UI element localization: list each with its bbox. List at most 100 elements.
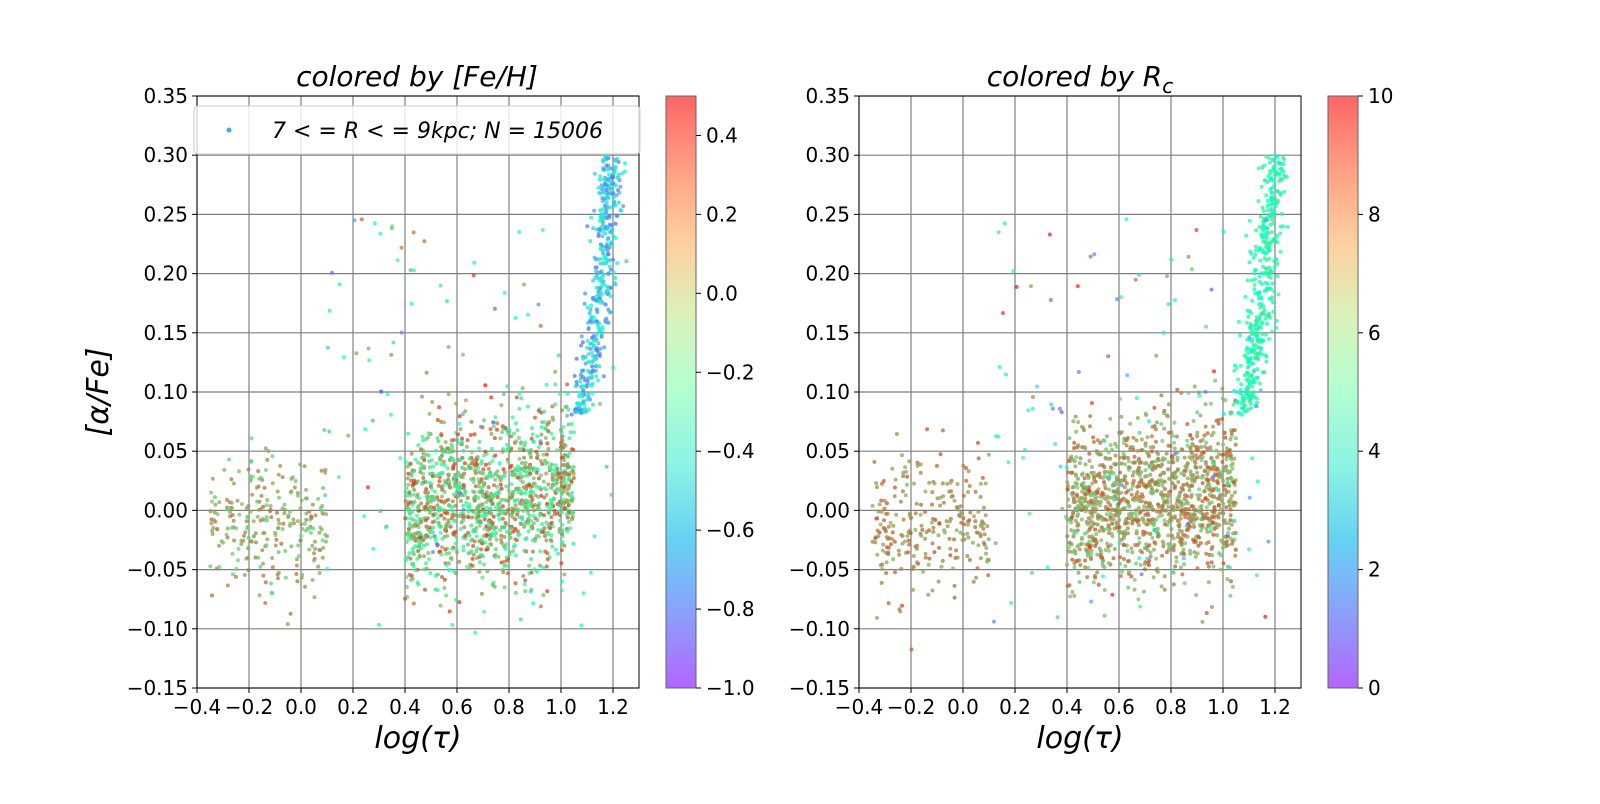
- scatter-point: [1175, 535, 1180, 539]
- scatter-point: [1150, 491, 1155, 496]
- scatter-point: [889, 542, 893, 547]
- scatter-point: [1203, 444, 1207, 449]
- scatter-point: [531, 439, 536, 444]
- scatter-point: [1221, 518, 1226, 523]
- scatter-point: [1183, 541, 1188, 546]
- scatter-point: [974, 530, 979, 535]
- scatter-point: [948, 553, 953, 558]
- scatter-point: [1123, 564, 1128, 569]
- scatter-point: [446, 518, 451, 523]
- scatter-point: [217, 543, 221, 548]
- scatter-point: [1095, 438, 1100, 443]
- scatter-point: [1190, 436, 1195, 441]
- scatter-point: [518, 478, 523, 483]
- scatter-point: [947, 536, 952, 541]
- scatter-point: [477, 539, 482, 544]
- scatter-point: [371, 546, 376, 551]
- scatter-point: [435, 588, 440, 593]
- scatter-point: [550, 415, 555, 420]
- scatter-point: [319, 468, 324, 473]
- scatter-point: [404, 531, 409, 536]
- scatter-point: [451, 449, 456, 453]
- scatter-point: [274, 537, 279, 542]
- scatter-point: [543, 461, 548, 466]
- scatter-point: [578, 379, 582, 384]
- scatter-point: [236, 546, 241, 551]
- scatter-point: [964, 466, 968, 470]
- scatter-point: [510, 494, 515, 498]
- scatter-point: [1155, 566, 1160, 571]
- scatter-point: [555, 448, 559, 453]
- scatter-point: [472, 462, 477, 467]
- scatter-point: [582, 378, 587, 383]
- scatter-point: [544, 564, 549, 569]
- scatter-point: [1281, 162, 1286, 166]
- scatter-point: [586, 392, 591, 397]
- scatter-point: [552, 508, 557, 513]
- scatter-point: [978, 556, 983, 561]
- scatter-point: [287, 523, 292, 528]
- scatter-point: [405, 595, 410, 599]
- scatter-point: [1266, 174, 1271, 179]
- scatter-point: [605, 204, 610, 209]
- scatter-point: [560, 438, 565, 443]
- scatter-point: [502, 290, 507, 295]
- scatter-point: [886, 601, 891, 606]
- scatter-point: [1231, 402, 1236, 407]
- scatter-point: [1113, 508, 1118, 513]
- scatter-point: [981, 505, 986, 510]
- scatter-point: [1176, 480, 1181, 484]
- scatter-point: [437, 405, 442, 410]
- scatter-point: [1217, 511, 1222, 516]
- scatter-point: [1268, 222, 1273, 227]
- scatter-point: [594, 294, 599, 299]
- scatter-point: [1275, 274, 1280, 279]
- scatter-point: [937, 521, 942, 526]
- scatter-point: [281, 521, 286, 526]
- scatter-point: [1192, 459, 1197, 464]
- scatter-point: [543, 420, 547, 425]
- scatter-point: [589, 215, 594, 220]
- scatter-point: [447, 551, 452, 556]
- scatter-point: [1236, 319, 1241, 324]
- scatter-point: [1223, 398, 1228, 403]
- scatter-point: [1073, 414, 1078, 419]
- scatter-point: [488, 506, 493, 511]
- scatter-point: [978, 534, 983, 539]
- scatter-point: [406, 431, 411, 436]
- scatter-point: [948, 480, 953, 485]
- scatter-point: [537, 513, 542, 517]
- scatter-point: [1122, 462, 1127, 467]
- scatter-point: [1078, 456, 1083, 461]
- scatter-point: [482, 517, 487, 522]
- x-tick-label: 0.6: [1103, 695, 1135, 719]
- scatter-point: [1174, 501, 1179, 506]
- scatter-point: [1189, 267, 1194, 272]
- scatter-point: [505, 571, 510, 576]
- scatter-point: [490, 520, 495, 525]
- scatter-point: [939, 564, 944, 569]
- scatter-point: [1076, 370, 1081, 374]
- scatter-point: [1179, 551, 1184, 556]
- scatter-point: [1126, 499, 1130, 504]
- scatter-point: [1221, 411, 1226, 416]
- scatter-point: [210, 499, 215, 504]
- scatter-point: [1108, 517, 1113, 522]
- scatter-point: [413, 538, 418, 543]
- scatter-point: [1179, 391, 1184, 395]
- scatter-point: [1126, 467, 1131, 472]
- scatter-point: [1124, 490, 1129, 495]
- scatter-point: [597, 286, 602, 291]
- scatter-point: [1079, 541, 1084, 546]
- scatter-point: [481, 534, 486, 538]
- scatter-point: [515, 464, 520, 469]
- scatter-point: [1069, 520, 1073, 525]
- scatter-point: [423, 587, 427, 592]
- scatter-point: [376, 622, 381, 627]
- scatter-point: [311, 526, 316, 531]
- scatter-point: [1228, 513, 1233, 518]
- scatter-point: [1207, 482, 1212, 487]
- scatter-point: [1077, 497, 1082, 502]
- scatter-point: [529, 455, 533, 460]
- scatter-point: [215, 527, 220, 531]
